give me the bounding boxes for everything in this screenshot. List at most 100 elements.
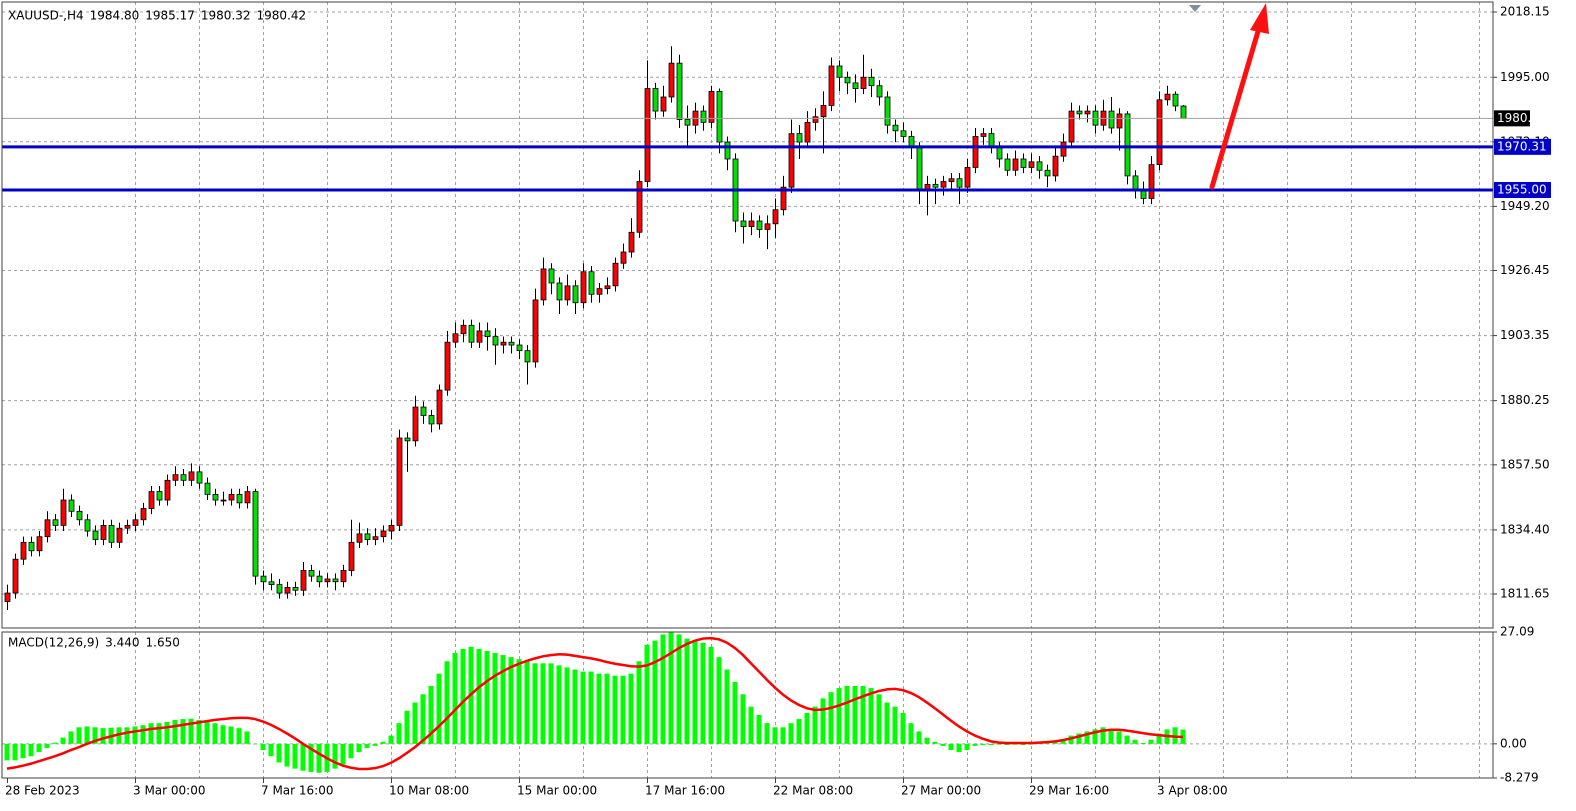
header-text: 1980.32	[201, 9, 251, 23]
candle-body	[92, 530, 99, 540]
candle-body	[140, 508, 147, 521]
candle-body	[476, 330, 483, 343]
candle-body	[932, 183, 939, 188]
macd-histogram-bar	[1092, 729, 1098, 744]
macd-histogram-bar	[52, 742, 58, 744]
candle-body	[52, 519, 59, 526]
macd-histogram-bar	[948, 743, 954, 751]
header-text: XAUUSD-,H4	[8, 9, 84, 23]
macd-histogram-bar	[412, 702, 418, 744]
candle-body	[292, 587, 299, 591]
candle-body	[276, 584, 283, 594]
macd-histogram-bar	[676, 634, 682, 744]
arrow-head	[1250, 3, 1269, 34]
macd-histogram-bar	[708, 646, 714, 744]
candle-body	[300, 570, 307, 591]
candle-body	[4, 592, 11, 602]
macd-histogram-bar	[612, 675, 618, 744]
candle-body	[996, 147, 1003, 160]
candle-body	[220, 499, 227, 502]
candle-body	[204, 482, 211, 495]
macd-histogram-bar	[476, 648, 482, 744]
macd-histogram-bar	[356, 743, 362, 753]
candle-body	[212, 494, 219, 501]
macd-histogram-bar	[652, 640, 658, 744]
current-price-box	[1494, 110, 1530, 127]
candle-body	[1116, 113, 1123, 129]
macd-histogram-bar	[572, 669, 578, 744]
candle-body	[556, 282, 563, 301]
candle-body	[796, 133, 803, 143]
macd-histogram-bar	[292, 743, 298, 769]
macd-histogram-bar	[140, 725, 146, 744]
macd-histogram-bar	[156, 723, 162, 744]
candle-body	[1108, 110, 1115, 129]
macd-histogram-bar	[668, 632, 674, 744]
macd-histogram-bar	[196, 719, 202, 744]
candle-body	[340, 570, 347, 583]
candle-body	[100, 525, 107, 540]
candle-body	[836, 65, 843, 78]
candle-body	[308, 570, 315, 577]
macd-histogram-bar	[1084, 731, 1090, 744]
candle-body	[68, 499, 75, 512]
macd-histogram-bar	[276, 743, 282, 763]
macd-histogram-bar	[220, 725, 226, 744]
macd-histogram-bar	[772, 727, 778, 744]
macd-histogram-bar	[100, 728, 106, 744]
macd-histogram-bar	[756, 714, 762, 744]
macd-histogram-bar	[660, 634, 666, 744]
macd-histogram-bar	[236, 728, 242, 744]
candle-body	[612, 262, 619, 287]
indicator-label: 1.650	[146, 636, 180, 650]
macd-histogram-bar	[348, 743, 354, 759]
macd-histogram-bar	[172, 719, 178, 744]
candle-body	[500, 341, 507, 346]
level-price-label: 1970.31	[1497, 139, 1547, 153]
candle-body	[780, 186, 787, 211]
candle-body	[1068, 110, 1075, 143]
macd-histogram-bar	[500, 655, 506, 744]
candle-body	[124, 525, 131, 529]
macd-histogram-bar	[76, 727, 82, 744]
macd-histogram-bar	[932, 741, 938, 744]
macd-histogram-bar	[716, 657, 722, 744]
current-price-label: 1980.42	[1497, 111, 1547, 125]
candle-body	[1052, 155, 1059, 177]
macd-histogram-bar	[228, 726, 234, 744]
candle-body	[28, 541, 35, 552]
macd-histogram-bar	[740, 694, 746, 744]
macd-histogram-bar	[428, 686, 434, 744]
macd-histogram-bar	[732, 681, 738, 744]
candle-body	[652, 88, 659, 112]
candle-body	[660, 96, 667, 112]
macd-histogram-bar	[532, 663, 538, 744]
candle-body	[1084, 110, 1091, 115]
candle-body	[972, 136, 979, 168]
candle-body	[460, 324, 467, 335]
candle-body	[12, 558, 19, 594]
candle-body	[324, 578, 331, 583]
candle-body	[940, 181, 947, 188]
candle-body	[564, 285, 571, 301]
macd-histogram-bar	[524, 661, 530, 744]
candle-body	[956, 178, 963, 188]
candle-body	[196, 471, 203, 484]
macd-histogram-bar	[748, 706, 754, 744]
macd-histogram-bar	[924, 737, 930, 744]
macd-histogram-bar	[908, 723, 914, 744]
macd-histogram-bar	[420, 694, 426, 744]
macd-histogram-bar	[580, 671, 586, 744]
candle-body	[708, 90, 715, 123]
macd-histogram-bar	[212, 723, 218, 744]
macd-histogram-bar	[620, 675, 626, 744]
macd-histogram-bar	[484, 650, 490, 744]
candle-body	[772, 209, 779, 225]
macd-histogram-bar	[644, 644, 650, 744]
macd-histogram-bar	[44, 743, 50, 748]
candle-body	[1020, 158, 1027, 168]
candle-body	[1164, 93, 1171, 101]
macd-histogram-bar	[628, 673, 634, 744]
candle-body	[820, 105, 827, 118]
